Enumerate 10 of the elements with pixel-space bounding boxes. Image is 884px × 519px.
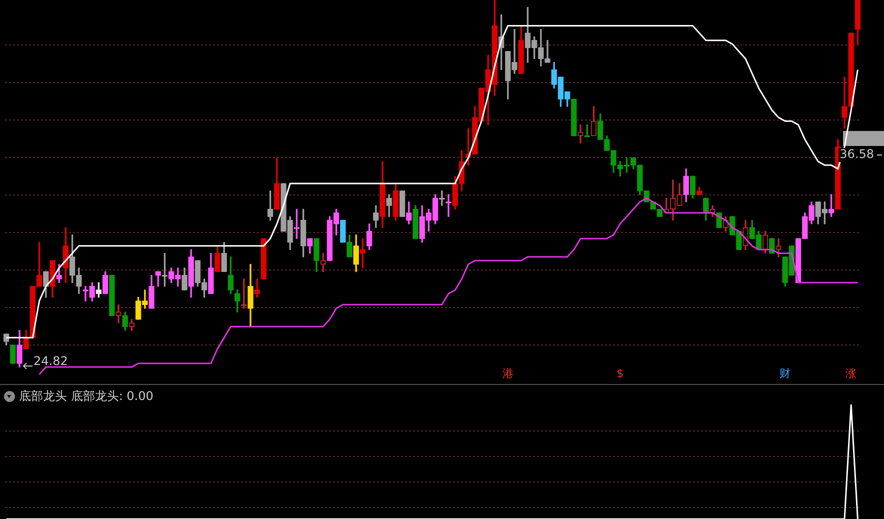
chart-title: 底部龙头 底部龙头: 0.00 xyxy=(19,388,154,405)
annotation: 36.58 xyxy=(840,147,874,162)
candlestick xyxy=(578,124,584,144)
annotation: 涨 xyxy=(846,366,857,380)
annotation: 财 xyxy=(780,366,791,380)
annotation: $ xyxy=(616,366,624,380)
candlestick xyxy=(446,194,452,217)
candlestick xyxy=(116,304,122,324)
annotation: 港 xyxy=(502,366,514,380)
annotation: 24.82 xyxy=(34,354,68,368)
